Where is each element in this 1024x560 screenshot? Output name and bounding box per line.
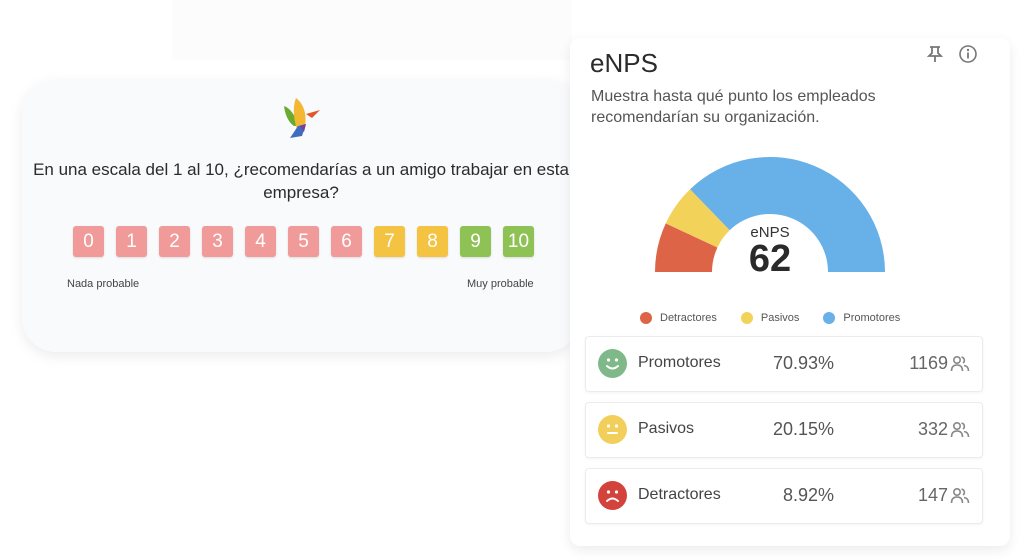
gauge-label: eNPS [750, 224, 790, 241]
row-count: 147 [917, 485, 948, 505]
low-label: Nada probable [67, 278, 140, 290]
legend-dot-icon [640, 312, 652, 324]
neutral-face-icon [598, 415, 627, 444]
rating-option-3[interactable]: 3 [202, 226, 233, 257]
row-name: Detractores [638, 486, 721, 503]
enps-gauge-chart [655, 156, 885, 272]
row-percent: 8.92% [782, 485, 834, 505]
background-panel [172, 0, 572, 60]
breakdown-row-promotores[interactable]: Promotores 70.93% 1169 [585, 336, 983, 392]
gauge-segment-promotores [690, 156, 885, 272]
gauge-segment-detractores [655, 223, 718, 272]
people-icon [950, 355, 970, 372]
row-percent: 20.15% [772, 419, 834, 439]
row-percent: 70.93% [772, 353, 834, 373]
legend-item-promotores: Promotores [823, 312, 900, 324]
rating-option-9[interactable]: 9 [460, 226, 491, 257]
row-count: 332 [917, 419, 948, 439]
legend-item-pasivos: Pasivos [740, 312, 800, 324]
info-icon[interactable] [958, 44, 978, 64]
people-icon [950, 421, 970, 438]
rating-option-5[interactable]: 5 [288, 226, 319, 257]
legend-dot-icon [740, 312, 753, 324]
rating-option-0[interactable]: 0 [73, 226, 104, 257]
rating-option-10[interactable]: 10 [503, 226, 534, 257]
enps-title: eNPS [590, 48, 658, 78]
legend-item-detractores: Detractores [640, 312, 717, 324]
people-icon [950, 487, 970, 504]
legend-label: Detractores [660, 312, 717, 324]
happy-face-icon [598, 349, 627, 378]
gauge-legend: Detractores Pasivos Promotores [640, 312, 900, 324]
row-count: 1169 [909, 353, 948, 373]
enps-description: Muestra hasta qué punto los empleados re… [591, 88, 876, 126]
rating-option-8[interactable]: 8 [417, 226, 448, 257]
breakdown-row-detractores[interactable]: Detractores 8.92% 147 [585, 468, 983, 524]
rating-option-4[interactable]: 4 [245, 226, 276, 257]
rating-option-7[interactable]: 7 [374, 226, 405, 257]
legend-label: Promotores [843, 312, 901, 324]
rating-scale: 0 1 2 3 4 5 6 7 8 9 10 [73, 226, 534, 257]
bird-logo-icon [284, 98, 320, 138]
survey-question: En una escala del 1 al 10, ¿recomendaría… [33, 160, 569, 202]
rating-option-6[interactable]: 6 [331, 226, 362, 257]
row-name: Promotores [638, 354, 721, 371]
sad-face-icon [598, 481, 627, 510]
rating-option-2[interactable]: 2 [159, 226, 190, 257]
enps-card [570, 38, 1010, 546]
gauge-segment-pasivos [665, 189, 730, 248]
high-label: Muy probable [467, 278, 534, 290]
breakdown-row-pasivos[interactable]: Pasivos 20.15% 332 [585, 402, 983, 458]
gauge-value: 62 [748, 238, 792, 280]
legend-dot-icon [823, 312, 836, 324]
pin-icon[interactable] [925, 44, 945, 64]
rating-option-1[interactable]: 1 [116, 226, 147, 257]
legend-label: Pasivos [760, 312, 800, 324]
row-name: Pasivos [638, 420, 695, 437]
